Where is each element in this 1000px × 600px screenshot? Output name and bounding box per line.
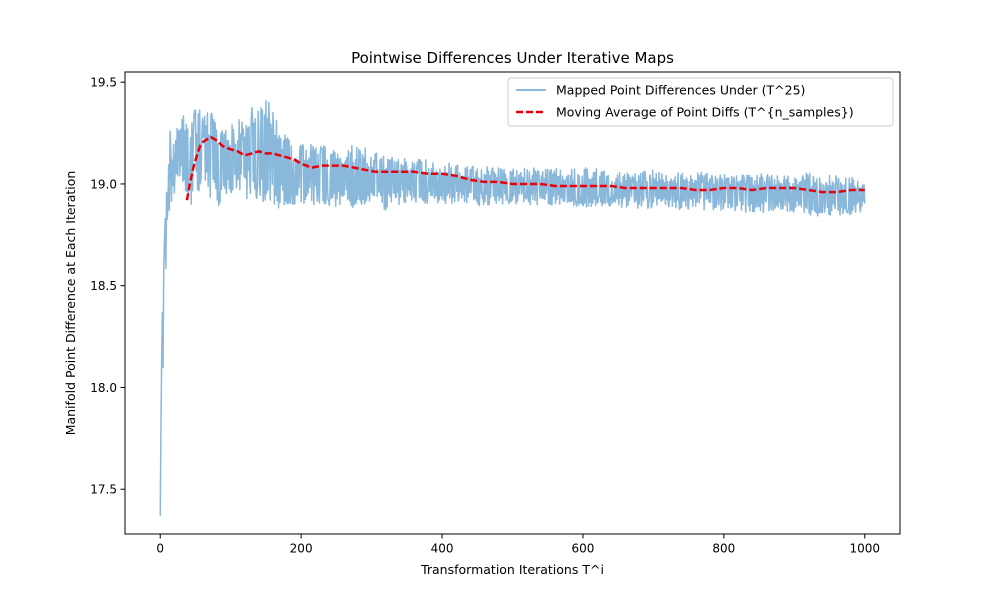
plot-frame [124,71,901,535]
y-tick-label: 19.5 [90,76,117,90]
x-tick-label: 1000 [849,542,880,556]
legend-box [507,77,894,127]
series-line-moving-average [185,135,865,201]
legend-label-moving-average: Moving Average of Point Diffs (T^{n_samp… [556,105,854,120]
legend-label-mapped-differences: Mapped Point Differences Under (T^25) [556,83,805,98]
x-axis-label: Transformation Iterations T^i [420,562,604,577]
x-tick-label: 0 [156,542,164,556]
y-tick-label: 18.5 [90,279,117,293]
y-axis-label: Manifold Point Difference at Each Iterat… [63,171,78,436]
x-tick-label: 600 [572,542,595,556]
chart-title: Pointwise Differences Under Iterative Ma… [351,49,674,67]
x-tick-label: 400 [431,542,454,556]
plot-area [124,71,901,535]
y-tick-label: 19.0 [90,177,117,191]
x-tick-label: 200 [290,542,313,556]
x-tick-label: 800 [712,542,735,556]
legend: Mapped Point Differences Under (T^25) Mo… [507,77,894,127]
x-axis: 0 200 400 600 800 1000 [156,534,880,556]
series-line-mapped-differences [159,100,866,516]
y-tick-label: 17.5 [90,483,117,497]
y-axis: 17.5 18.0 18.5 19.0 19.5 [90,76,125,497]
y-tick-label: 18.0 [90,381,117,395]
series-layer [159,100,866,516]
